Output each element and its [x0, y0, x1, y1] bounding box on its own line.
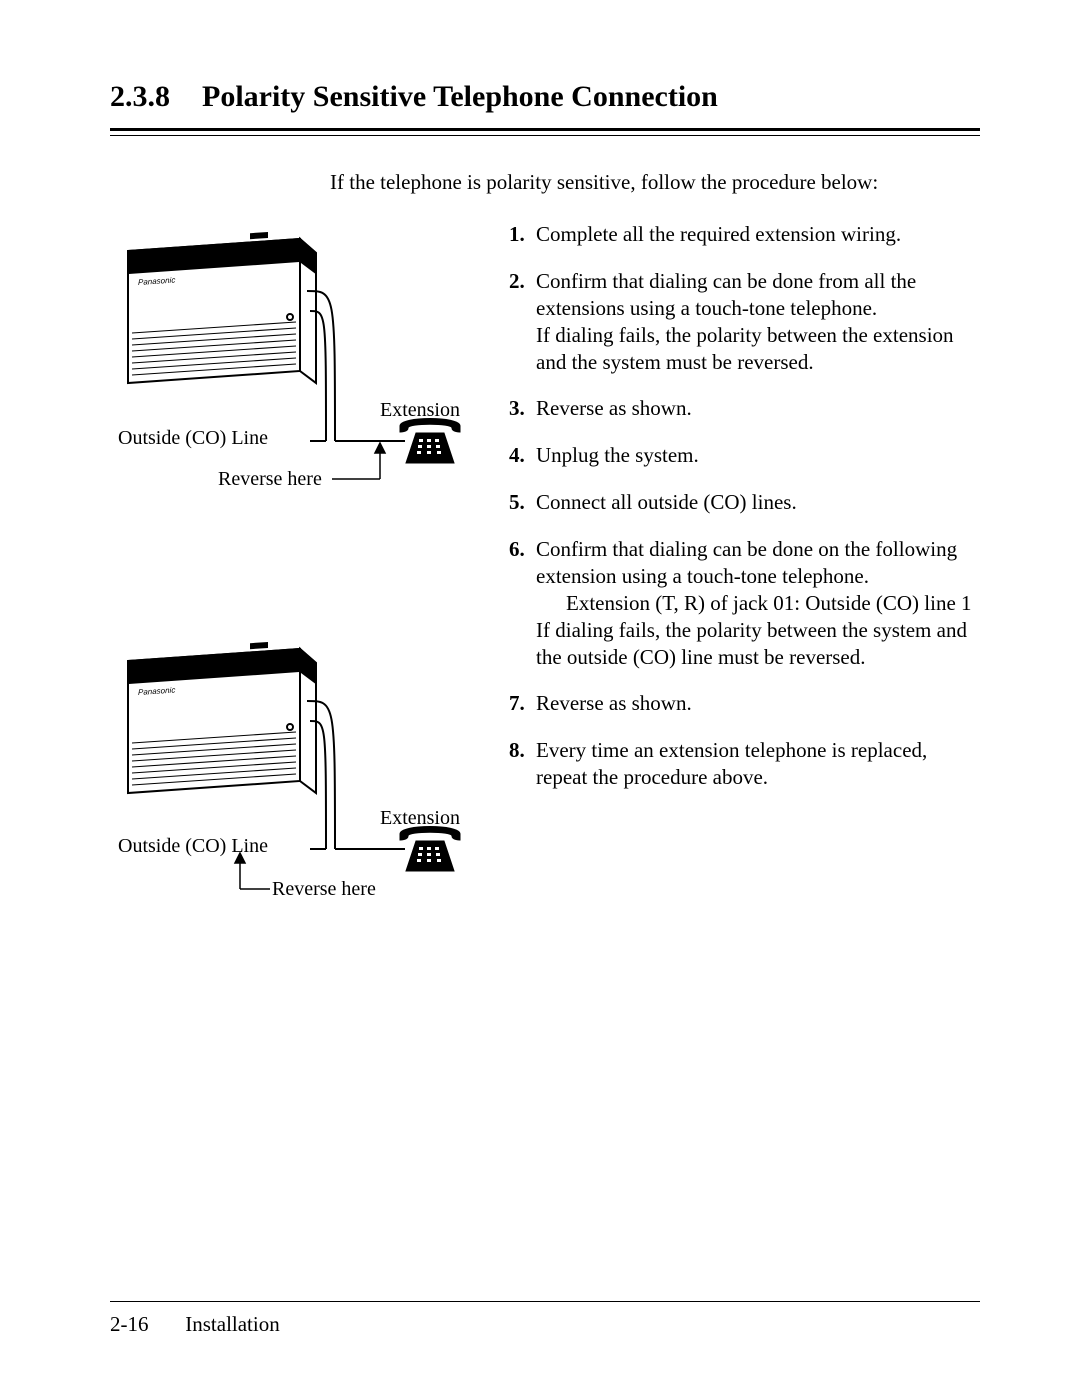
- pbx-diagram-a-svg: Panasonic: [110, 221, 470, 501]
- step-text: Reverse as shown.: [536, 396, 692, 420]
- outside-co-line-label: Outside (CO) Line: [118, 835, 268, 858]
- extension-label: Extension: [380, 399, 460, 422]
- step-3: Reverse as shown.: [530, 395, 980, 422]
- footer-section: Installation: [185, 1312, 279, 1336]
- step-5: Connect all outside (CO) lines.: [530, 489, 980, 516]
- steps-column: Complete all the required extension wiri…: [490, 221, 980, 811]
- outside-co-line-label: Outside (CO) Line: [118, 427, 268, 450]
- step-sub: Extension (T, R) of jack 01: Outside (CO…: [536, 590, 980, 617]
- reverse-here-label: Reverse here: [218, 468, 322, 491]
- heading-rule: [110, 128, 980, 136]
- step-cont: If dialing fails, the polarity between t…: [536, 323, 954, 374]
- procedure-list: Complete all the required extension wiri…: [490, 221, 980, 791]
- footer-rule: [110, 1301, 980, 1302]
- page: 2.3.8 Polarity Sensitive Telephone Conne…: [0, 0, 1080, 1397]
- step-6: Confirm that dialing can be done on the …: [530, 536, 980, 670]
- page-footer: 2-16 Installation: [110, 1301, 980, 1337]
- step-7: Reverse as shown.: [530, 690, 980, 717]
- reverse-here-label: Reverse here: [272, 878, 376, 901]
- intro-text: If the telephone is polarity sensitive, …: [330, 170, 980, 195]
- extension-label: Extension: [380, 807, 460, 830]
- step-text: Unplug the system.: [536, 443, 699, 467]
- step-1: Complete all the required extension wiri…: [530, 221, 980, 248]
- content-columns: Panasonic: [110, 221, 980, 911]
- page-number: 2-16: [110, 1312, 180, 1337]
- step-text: Complete all the required extension wiri…: [536, 222, 901, 246]
- section-title: Polarity Sensitive Telephone Connection: [202, 80, 718, 114]
- diagrams-column: Panasonic: [110, 221, 470, 911]
- step-cont: If dialing fails, the polarity between t…: [536, 618, 967, 669]
- step-4: Unplug the system.: [530, 442, 980, 469]
- step-text: Every time an extension telephone is rep…: [536, 738, 927, 789]
- step-text: Reverse as shown.: [536, 691, 692, 715]
- diagram-co-reverse: Panasonic: [110, 631, 470, 911]
- step-text: Confirm that dialing can be done from al…: [536, 269, 916, 320]
- pbx-diagram-b-svg: Panasonic: [110, 631, 470, 911]
- diagram-extension-reverse: Panasonic: [110, 221, 470, 501]
- step-text: Connect all outside (CO) lines.: [536, 490, 797, 514]
- step-2: Confirm that dialing can be done from al…: [530, 268, 980, 376]
- step-8: Every time an extension telephone is rep…: [530, 737, 980, 791]
- step-text: Confirm that dialing can be done on the …: [536, 537, 957, 588]
- footer-text: 2-16 Installation: [110, 1312, 980, 1337]
- section-heading: 2.3.8 Polarity Sensitive Telephone Conne…: [110, 80, 980, 114]
- section-number: 2.3.8: [110, 80, 170, 114]
